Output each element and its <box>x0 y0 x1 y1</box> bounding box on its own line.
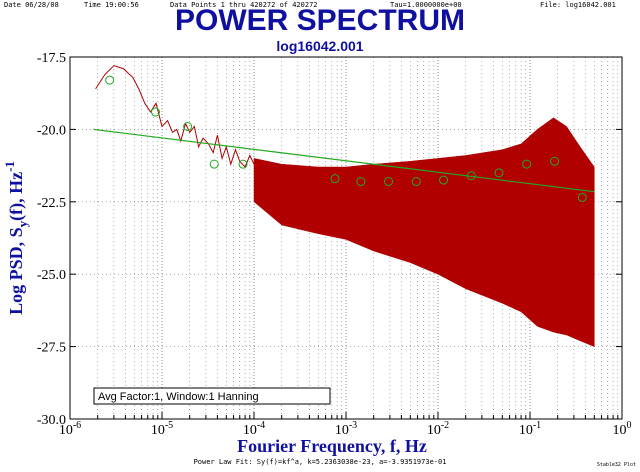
power-law-fit-line <box>93 128 595 193</box>
data-layer <box>93 65 595 347</box>
x-tick-label: 10-4 <box>243 420 265 438</box>
averaged-point <box>439 175 449 185</box>
y-axis-label-main: Log PSD, S <box>6 227 26 315</box>
y-tick-label: -25.0 <box>37 268 66 283</box>
x-tick-label: 10-3 <box>335 420 357 438</box>
x-tick-label: 100 <box>613 420 632 438</box>
x-tick-label: 10-5 <box>151 420 173 438</box>
axes: -17.5-20.0-22.5-25.0-27.5-30.010-6 10-5 10… <box>37 51 632 438</box>
averaged-point <box>209 159 219 169</box>
annotation-box: Avg Factor:1, Window:1 Hanning <box>93 387 331 405</box>
annotation-text: Avg Factor:1, Window:1 Hanning <box>98 391 259 403</box>
averaged-point <box>522 159 532 169</box>
x-tick-exponent: -5 <box>165 420 173 431</box>
x-tick-base: 10 <box>335 423 349 438</box>
y-tick-label: -22.5 <box>37 196 66 211</box>
y-axis-label-sub: y <box>15 220 30 227</box>
fit-footer: Power Law Fit: Sy(f)=kf^a, k=5.2363038e-… <box>193 458 447 466</box>
averaged-point <box>550 156 560 166</box>
x-tick-exponent: -4 <box>257 420 265 431</box>
y-tick-label: -30.0 <box>37 413 66 428</box>
x-tick-base: 10 <box>151 423 165 438</box>
x-tick-base: 10 <box>59 423 73 438</box>
corner-credit: Stable32 Plot <box>596 462 636 468</box>
x-tick-label: 10-1 <box>519 420 541 438</box>
averaged-point <box>151 107 161 117</box>
x-tick-exponent: -2 <box>441 420 449 431</box>
x-tick-exponent: 0 <box>627 420 632 431</box>
header-points: Data Points 1 thru 420272 of 420272 <box>170 1 318 9</box>
x-tick-exponent: -3 <box>349 420 357 431</box>
averaged-point <box>330 174 340 184</box>
y-tick-label: -27.5 <box>37 341 66 356</box>
chart-subtitle: log16042.001 <box>276 38 364 54</box>
averaged-point <box>494 168 504 178</box>
x-tick-exponent: -6 <box>73 420 81 431</box>
x-tick-exponent: -1 <box>533 420 541 431</box>
averaged-point <box>238 159 248 169</box>
x-tick-base: 10 <box>613 423 627 438</box>
averaged-point <box>384 177 394 187</box>
averaged-point <box>105 75 115 85</box>
y-axis-label-sup: -1 <box>2 161 17 172</box>
header-time: Time 19:00:56 <box>84 1 139 9</box>
header-file: File: log16042.001 <box>540 1 616 9</box>
header-date: Date 06/28/08 <box>4 1 59 9</box>
averaged-point <box>411 177 421 187</box>
y-axis-label: Log PSD, Sy(f), Hz-1 <box>2 161 30 315</box>
x-tick-base: 10 <box>519 423 533 438</box>
averaged-point <box>577 192 587 202</box>
y-axis-label-mid: (f), Hz <box>6 172 27 221</box>
header-tau: Tau=1.0000000e+00 <box>390 1 462 9</box>
y-tick-label: -20.0 <box>37 123 66 138</box>
x-axis-label: Fourier Frequency, f, Hz <box>237 436 427 456</box>
x-tick-label: 10-6 <box>59 420 81 438</box>
psd-spectrum-line <box>95 65 255 168</box>
psd-spectrum-band <box>253 117 595 347</box>
chart-title: POWER SPECTRUM <box>174 4 465 37</box>
x-tick-base: 10 <box>427 423 441 438</box>
averaged-point <box>356 177 366 187</box>
y-tick-label: -17.5 <box>37 51 66 66</box>
averaged-point <box>183 122 193 132</box>
x-tick-label: 10-2 <box>427 420 449 438</box>
x-tick-base: 10 <box>243 423 257 438</box>
averaged-point <box>466 171 476 181</box>
